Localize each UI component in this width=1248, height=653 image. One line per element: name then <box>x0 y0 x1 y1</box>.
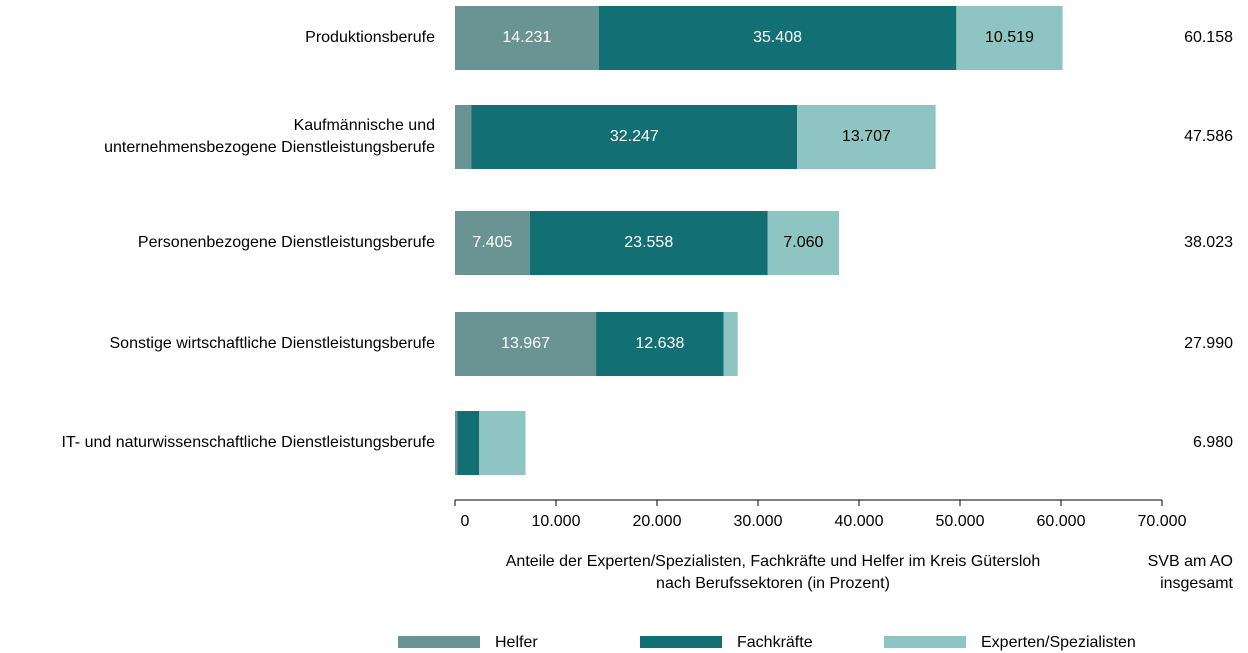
value-label: 32.247 <box>610 128 659 145</box>
x-tick-label: 10.000 <box>532 513 581 530</box>
bar-segment <box>723 312 738 376</box>
bar-segment <box>598 6 957 70</box>
x-tick-label: 40.000 <box>835 513 884 530</box>
bar-segment <box>455 411 458 475</box>
x-tick-label: 0 <box>461 513 470 530</box>
bar-segment <box>455 312 597 376</box>
bar-segment <box>529 211 768 275</box>
value-label: 7.060 <box>783 234 823 251</box>
value-label: 7.405 <box>472 234 512 251</box>
x-tick-label: 30.000 <box>734 513 783 530</box>
category-label: IT- und naturwissenschaftliche Dienstlei… <box>61 434 435 451</box>
legend-label: Fachkräfte <box>737 634 813 651</box>
x-axis-label: Anteile der Experten/Spezialisten, Fachk… <box>506 553 1040 570</box>
bar-segment <box>596 312 724 376</box>
bar-segment <box>455 105 472 169</box>
total-label: 6.980 <box>1193 434 1233 451</box>
value-label: 13.707 <box>842 128 891 145</box>
legend-label: Helfer <box>495 634 538 651</box>
value-label: 23.558 <box>624 234 673 251</box>
bar-segment <box>471 105 798 169</box>
total-label: 38.023 <box>1184 234 1233 251</box>
x-axis-label: nach Berufssektoren (in Prozent) <box>656 575 890 592</box>
legend-swatch <box>884 636 966 648</box>
x-tick-label: 60.000 <box>1037 513 1086 530</box>
total-label: 47.586 <box>1184 128 1233 145</box>
total-label: 60.158 <box>1184 29 1233 46</box>
category-label: Kaufmännische und <box>294 117 435 134</box>
bar-segment <box>797 105 936 169</box>
category-label: Sonstige wirtschaftliche Dienstleistungs… <box>110 335 436 352</box>
totals-title: insgesamt <box>1160 575 1233 592</box>
total-label: 27.990 <box>1184 335 1233 352</box>
value-label: 10.519 <box>985 29 1034 46</box>
x-tick-label: 70.000 <box>1138 513 1187 530</box>
x-tick-label: 50.000 <box>936 513 985 530</box>
category-label: unternehmensbezogene Dienstleistungsberu… <box>104 139 435 156</box>
value-label: 12.638 <box>635 335 684 352</box>
value-label: 13.967 <box>501 335 550 352</box>
legend-label: Experten/Spezialisten <box>981 634 1136 651</box>
legend-swatch <box>640 636 722 648</box>
bar-segment <box>455 6 599 70</box>
x-tick-label: 20.000 <box>633 513 682 530</box>
category-label: Produktionsberufe <box>305 29 435 46</box>
value-label: 35.408 <box>753 29 802 46</box>
bar-segment <box>455 211 530 275</box>
bar-segment <box>767 211 840 275</box>
value-label: 14.231 <box>502 29 551 46</box>
bar-segment <box>457 411 480 475</box>
bar-segment <box>479 411 526 475</box>
category-label: Personenbezogene Dienstleistungsberufe <box>138 234 435 251</box>
totals-title: SVB am AO <box>1148 553 1233 570</box>
bar-segment <box>956 6 1063 70</box>
legend-swatch <box>398 636 480 648</box>
